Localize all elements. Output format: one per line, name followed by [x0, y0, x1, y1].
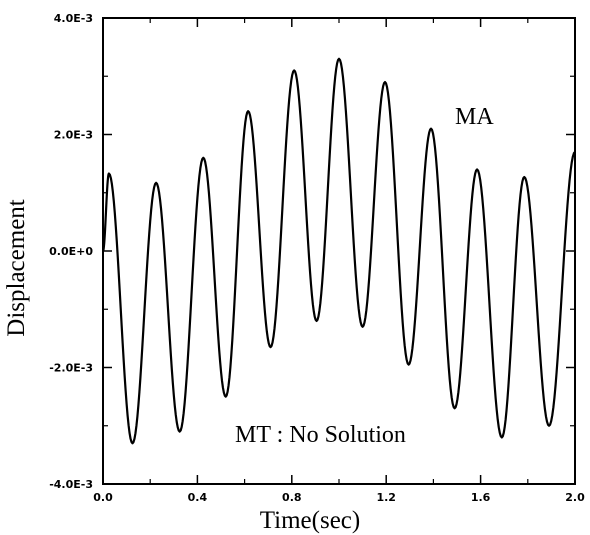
y-tick-label: -4.0E-3 [49, 478, 93, 491]
y-tick-label: -2.0E-3 [49, 362, 93, 375]
x-tick-label: 0.8 [282, 491, 302, 504]
x-tick-label: 1.2 [376, 491, 396, 504]
x-axis-title: Time(sec) [260, 507, 360, 534]
annotation-ma: MA [455, 104, 494, 130]
y-tick-label: 0.0E+0 [49, 245, 93, 258]
y-tick-label: 2.0E-3 [54, 129, 93, 142]
y-tick-label: 4.0E-3 [54, 12, 93, 25]
annotation-mt-no-solution: MT : No Solution [235, 422, 406, 448]
x-tick-label: 2.0 [565, 491, 585, 504]
plot-frame [102, 17, 576, 485]
displacement-series-line [102, 57, 576, 445]
y-axis-title: Displacement [3, 199, 30, 337]
x-tick-label: 0.4 [188, 491, 208, 504]
x-tick-label: 0.0 [93, 491, 113, 504]
x-axis-ticks: 0.0 0.4 0.8 1.2 1.6 2.0 [93, 18, 585, 504]
y-axis-ticks: -4.0E-3 -2.0E-3 0.0E+0 2.0E-3 4.0E-3 [49, 12, 575, 491]
x-tick-label: 1.6 [471, 491, 491, 504]
